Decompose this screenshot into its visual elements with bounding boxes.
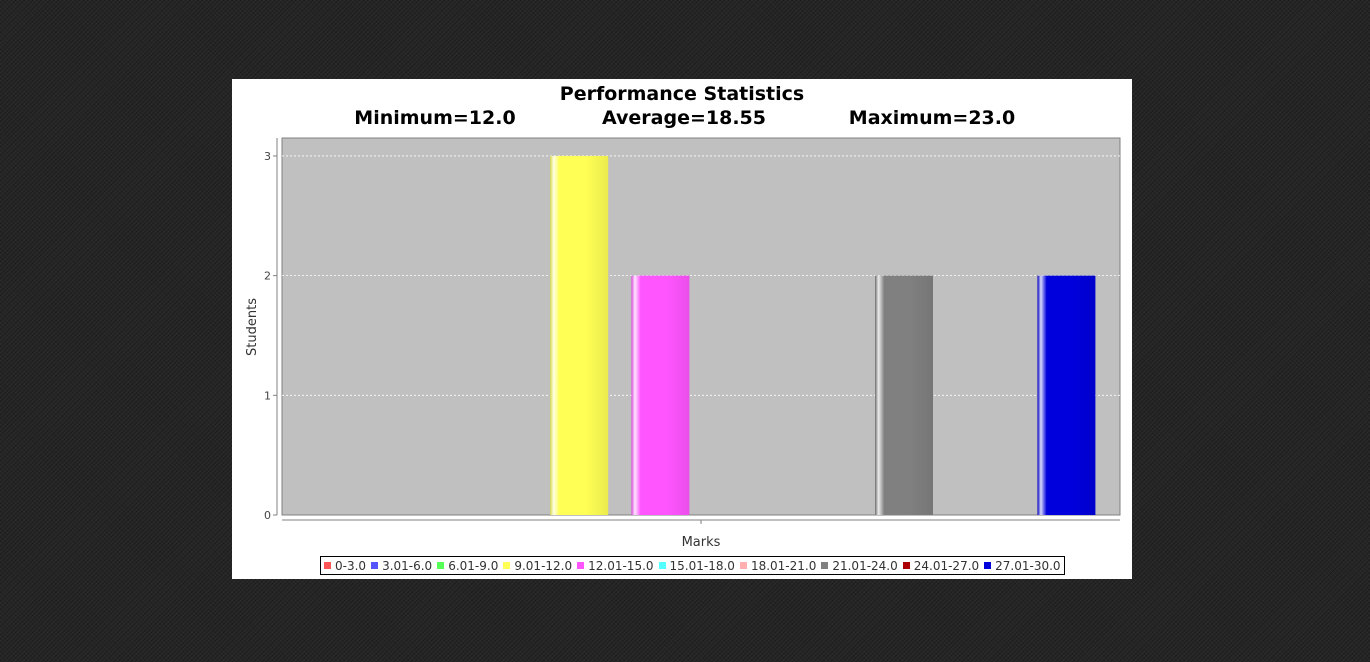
legend-swatch (503, 562, 511, 569)
legend-label: 6.01-9.0 (448, 558, 499, 573)
legend-swatch (739, 562, 747, 569)
x-axis-label: Marks (682, 535, 721, 550)
stat-maximum: Maximum=23.0 (849, 107, 1015, 129)
legend-swatch (324, 562, 331, 569)
y-tick-label: 0 (264, 509, 271, 522)
legend-label: 18.01-21.0 (750, 558, 817, 573)
stat-minimum: Minimum=12.0 (354, 107, 515, 129)
legend-swatch (371, 562, 379, 569)
legend-label: 0-3.0 (335, 558, 367, 573)
legend-item: 27.01-30.0 (984, 558, 1061, 573)
legend-label: 15.01-18.0 (669, 558, 735, 573)
legend-item: 21.01-24.0 (821, 558, 898, 573)
legend-label: 3.01-6.0 (382, 558, 433, 573)
bar-chart: Performance Statistics Minimum=12.0 Aver… (245, 83, 1121, 550)
y-tick-label: 1 (264, 389, 271, 402)
stat-average: Average=18.55 (602, 107, 766, 129)
legend-swatch (437, 562, 445, 569)
legend-label: 27.01-30.0 (995, 558, 1061, 573)
legend-item: 18.01-21.0 (739, 558, 817, 573)
legend-item: 9.01-12.0 (503, 559, 572, 573)
legend-swatch (902, 562, 910, 569)
y-tick-label: 3 (264, 150, 271, 163)
legend: 0-3.0 3.01-6.0 6.01-9.0 9.01-12.0 12.01-15.0… (320, 556, 1065, 575)
legend-item: 3.01-6.0 (371, 559, 432, 573)
bars (550, 155, 1096, 515)
bar-9.01-12.0 (550, 155, 609, 515)
chart-title: Performance Statistics (560, 83, 804, 105)
legend-swatch (658, 562, 666, 569)
y-ticks: 0 1 2 3 (264, 150, 277, 522)
bar-12.01-15.0 (631, 275, 690, 515)
bar-21.01-24.0 (875, 275, 933, 515)
legend-item: 12.01-15.0 (577, 558, 654, 573)
legend-label: 24.01-27.0 (913, 558, 980, 573)
plot-area (281, 137, 1121, 516)
legend-label: 9.01-12.0 (514, 558, 573, 573)
legend-swatch (984, 562, 992, 569)
legend-swatch (821, 562, 829, 569)
legend-item: 0-3.0 (324, 559, 366, 573)
y-tick-label: 2 (264, 270, 271, 283)
y-axis-label: Students (245, 298, 260, 356)
legend-item: 15.01-18.0 (658, 558, 735, 573)
legend-label: 12.01-15.0 (588, 558, 654, 573)
legend-item: 6.01-9.0 (437, 559, 498, 573)
chart-panel: Performance Statistics Minimum=12.0 Aver… (232, 79, 1132, 579)
legend-item: 24.01-27.0 (902, 558, 980, 573)
legend-swatch (577, 562, 585, 569)
bar-27.01-30.0 (1037, 275, 1096, 515)
legend-label: 21.01-24.0 (832, 558, 898, 573)
